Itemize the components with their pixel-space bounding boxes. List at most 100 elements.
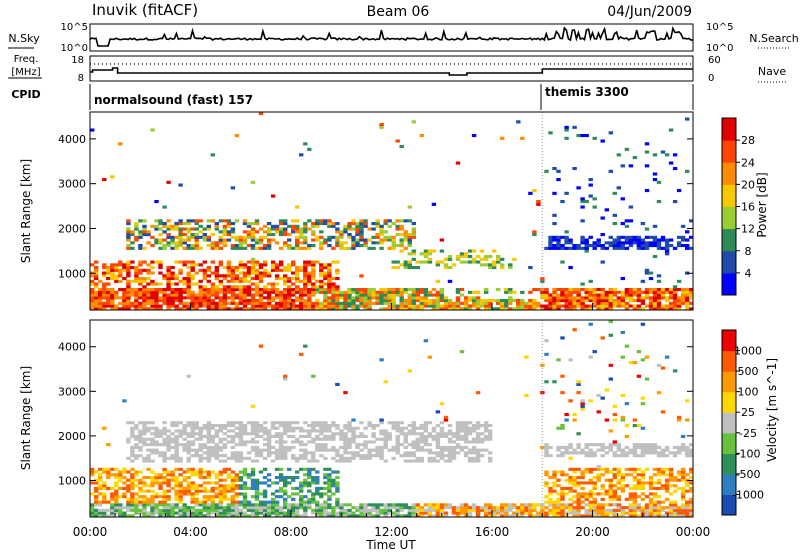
power-cell	[548, 238, 553, 242]
power-cell	[560, 246, 565, 250]
power-cell	[552, 296, 557, 300]
velocity-cell	[130, 434, 135, 438]
velocity-cell	[331, 448, 336, 452]
power-cell	[367, 227, 372, 231]
power-cell	[270, 288, 276, 292]
velocity-cell	[632, 448, 638, 452]
velocity-cell	[403, 506, 408, 510]
velocity-cell	[154, 434, 159, 438]
power-cell	[130, 293, 135, 297]
velocity-cell	[588, 451, 593, 455]
velocity-cell	[162, 495, 167, 499]
velocity-cell	[548, 486, 553, 490]
velocity-cell	[608, 492, 613, 496]
power-cell	[572, 304, 577, 308]
power-cell	[656, 307, 662, 311]
power-cell	[644, 304, 650, 308]
power-cell	[552, 299, 557, 303]
velocity-cell	[624, 511, 630, 515]
velocity-cell	[218, 497, 223, 501]
power-cell	[672, 246, 678, 250]
power-cell	[218, 260, 223, 264]
velocity-cell	[170, 473, 175, 477]
velocity-cell	[274, 426, 280, 430]
power-cell	[415, 293, 420, 297]
velocity-cell	[552, 481, 557, 485]
power-cell	[307, 304, 312, 308]
power-cell	[624, 219, 630, 223]
velocity-cell	[299, 495, 304, 499]
velocity-cell	[174, 429, 179, 433]
power-cell	[102, 263, 107, 267]
velocity-cell	[363, 508, 368, 512]
power-cell	[90, 128, 95, 132]
power-cell	[158, 260, 163, 264]
power-cell	[323, 271, 328, 275]
velocity-cell	[118, 486, 123, 490]
power-cell	[150, 271, 155, 275]
velocity-cell	[459, 434, 465, 438]
velocity-cell	[652, 467, 658, 471]
velocity-cell	[315, 429, 320, 433]
velocity-cell	[110, 486, 115, 490]
velocity-cell	[544, 511, 549, 515]
power-cell	[391, 301, 396, 305]
power-cell	[194, 246, 199, 250]
velocity-cell	[588, 511, 593, 515]
velocity-cell	[182, 429, 187, 433]
power-cell	[447, 304, 453, 308]
power-cell	[496, 301, 501, 305]
power-cell	[270, 263, 276, 267]
power-cell	[186, 219, 191, 223]
velocity-cell	[307, 429, 312, 433]
velocity-cell	[379, 445, 384, 449]
power-cell	[423, 290, 429, 294]
power-cell	[198, 219, 203, 223]
power-cell	[564, 304, 569, 308]
velocity-cell	[266, 508, 272, 512]
velocity-cell	[620, 393, 625, 397]
power-cell	[311, 282, 316, 286]
power-cell	[202, 288, 207, 292]
power-cell	[556, 169, 561, 173]
power-cell	[652, 307, 658, 311]
power-cell	[222, 230, 228, 234]
noise-sky-line	[89, 26, 694, 47]
power-cell	[327, 279, 332, 283]
power-cell	[496, 257, 501, 261]
velocity-cell	[134, 437, 139, 441]
colorbar-tick-label: 1000	[734, 345, 762, 358]
velocity-cell	[427, 448, 433, 452]
power-cell	[600, 293, 605, 297]
velocity-cell	[351, 434, 356, 438]
velocity-cell	[246, 440, 252, 444]
velocity-cell	[170, 511, 175, 515]
velocity-cell	[632, 503, 638, 507]
velocity-cell	[238, 454, 244, 458]
velocity-cell	[94, 489, 99, 493]
velocity-cell	[616, 503, 621, 507]
power-cell	[270, 266, 276, 270]
power-cell	[323, 277, 328, 281]
power-cell	[588, 279, 593, 283]
velocity-cell	[130, 421, 135, 425]
velocity-cell	[182, 486, 187, 490]
velocity-cell	[628, 361, 634, 365]
velocity-cell	[616, 448, 621, 452]
velocity-cell	[214, 448, 219, 452]
velocity-cell	[443, 434, 449, 438]
power-cell	[323, 301, 328, 305]
velocity-cell	[190, 497, 195, 501]
velocity-cell	[335, 451, 340, 455]
power-cell	[339, 307, 344, 311]
power-cell	[556, 288, 561, 292]
power-cell	[351, 241, 356, 245]
power-cell	[512, 290, 517, 294]
power-cell	[560, 235, 565, 239]
velocity-cell	[427, 511, 433, 515]
velocity-cell	[568, 456, 573, 460]
velocity-cell	[439, 429, 445, 433]
power-cell	[375, 301, 380, 305]
velocity-cell	[488, 514, 493, 518]
velocity-cell	[652, 508, 658, 512]
